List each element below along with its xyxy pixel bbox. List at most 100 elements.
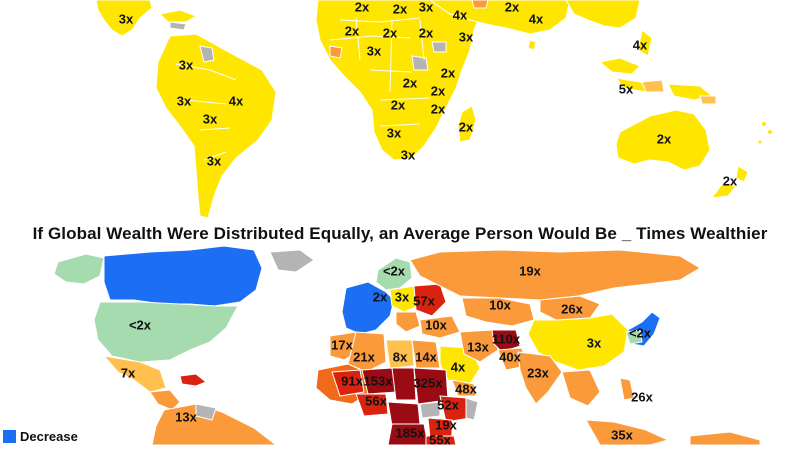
top-map-label-south-africa: 3x — [401, 147, 416, 162]
region-central-america-2 — [149, 389, 181, 411]
top-map-label-central-america: 3x — [119, 11, 134, 26]
region-scandinavia — [375, 257, 413, 291]
region-mali — [331, 369, 365, 397]
top-map-label-north-africa-1: 2x — [355, 0, 370, 14]
region-central-america — [95, 0, 153, 37]
top-map-label-india: 2x — [505, 0, 520, 14]
bottom-map-label-nigeria: 56x — [365, 393, 387, 408]
region-sri-lanka — [527, 39, 537, 51]
region-china — [527, 313, 629, 371]
region-guiana-nodata — [199, 45, 215, 63]
top-map-label-sahel: 2x — [419, 25, 434, 40]
bottom-map-label-iran: 13x — [467, 339, 489, 354]
region-africa-nodata-3 — [419, 401, 441, 419]
region-caribbean-2 — [179, 373, 207, 387]
region-turkey — [419, 315, 461, 339]
region-venezuela-nodata — [195, 403, 217, 421]
region-balkans — [395, 311, 421, 333]
bottom-map-label-kazakhstan: 10x — [489, 297, 511, 312]
region-philippines — [619, 377, 635, 401]
region-central-africa-2 — [387, 401, 421, 427]
region-australia — [615, 109, 711, 171]
bottom-map-label-egypt: 14x — [415, 349, 437, 364]
region-caribbean-nodata — [169, 21, 187, 31]
bottom-map-label-morocco: 17x — [331, 337, 353, 352]
top-map-label-mozambique: 2x — [431, 101, 446, 116]
top-map-label-tanzania: 2x — [431, 83, 446, 98]
region-png-orange — [699, 95, 717, 105]
bottom-map-label-india: 23x — [527, 365, 549, 380]
region-iran — [459, 329, 499, 363]
region-africa-nodata-2 — [431, 41, 447, 53]
region-alaska — [53, 253, 105, 285]
bottom-map-label-philippines: 26x — [631, 389, 653, 404]
region-png-2 — [689, 431, 761, 446]
bottom-map-label-niger: 153x — [364, 373, 394, 388]
region-greenland — [269, 249, 315, 273]
legend-swatch-decrease — [3, 430, 16, 443]
top-map-label-congo: 2x — [403, 75, 418, 90]
region-indonesia-orange — [641, 79, 665, 93]
bottom-map-label-kenya: 19x — [435, 417, 457, 432]
top-map-label-indonesia: 4x — [633, 37, 648, 52]
top-map-label-namibia: 3x — [387, 125, 402, 140]
region-africa-nodata-1 — [411, 55, 429, 71]
bottom-map-label-ethiopia: 52x — [437, 397, 459, 412]
region-libya — [385, 339, 415, 369]
region-nigeria — [355, 393, 389, 417]
region-africa-orange — [329, 45, 343, 59]
region-somalia-nodata — [465, 397, 479, 421]
bottom-map-label-western-europe: 2x — [373, 289, 388, 304]
legend: Decrease — [3, 428, 78, 445]
top-map-label-ecuador-peru: 3x — [177, 93, 192, 108]
region-africa — [315, 0, 481, 161]
top-map-label-madagascar: 2x — [459, 119, 474, 134]
bottom-map-label-drc: 185x — [396, 425, 426, 440]
region-south-america — [155, 33, 277, 219]
top-map-label-colombia: 3x — [179, 57, 194, 72]
top-map-label-se-asia: 4x — [529, 11, 544, 26]
bottom-map-label-ukraine: 57x — [413, 293, 435, 308]
top-map-label-horn: 2x — [441, 65, 456, 80]
top-map-label-east-africa: 3x — [459, 29, 474, 44]
region-yemen — [451, 379, 477, 397]
region-korea-green — [625, 329, 643, 345]
top-map-label-peru: 3x — [203, 111, 218, 126]
bottom-map-label-algeria: 21x — [353, 349, 375, 364]
bottom-map-label-pakistan: 40x — [499, 349, 521, 364]
region-usa — [93, 301, 239, 363]
top-map-label-argentina: 3x — [207, 153, 222, 168]
legend-label-decrease: Decrease — [20, 429, 78, 444]
region-madagascar — [457, 105, 477, 143]
region-caribbean — [158, 9, 198, 23]
bottom-map-label-sudan: 325x — [414, 375, 444, 390]
bottom-map-label-usa: <2x — [129, 317, 152, 332]
region-mexico — [102, 355, 167, 393]
top-map-label-new-zealand: 2x — [723, 173, 738, 188]
bottom-map-label-afghanistan: 110x — [492, 331, 521, 346]
bottom-map-label-yemen: 48x — [455, 381, 477, 396]
region-western-europe — [341, 281, 395, 335]
top-map-label-png: 5x — [619, 81, 634, 96]
region-central-europe — [389, 285, 419, 313]
bottom-map-label-saudi: 4x — [451, 359, 466, 374]
bottom-map-label-turkey: 10x — [425, 317, 447, 332]
region-se-asia — [565, 0, 641, 29]
top-map-label-australia: 2x — [657, 131, 672, 146]
bottom-map-label-central-europe: 3x — [395, 289, 410, 304]
top-map-label-angola: 2x — [391, 97, 406, 112]
top-map-label-central-africa-1: 3x — [367, 43, 382, 58]
region-russia — [409, 249, 701, 301]
region-egypt — [411, 339, 441, 369]
region-new-zealand — [710, 165, 749, 199]
region-middle-east — [429, 0, 571, 35]
bottom-map-label-colombia: 13x — [175, 409, 197, 424]
region-middle-east-orange — [471, 0, 489, 9]
bottom-map-label-tanzania: 55x — [429, 432, 451, 445]
top-map-label-north-africa-2: 2x — [393, 1, 408, 16]
top-map-label-west-africa-1: 2x — [345, 23, 360, 38]
bottom-map-label-mexico: 7x — [121, 365, 136, 380]
